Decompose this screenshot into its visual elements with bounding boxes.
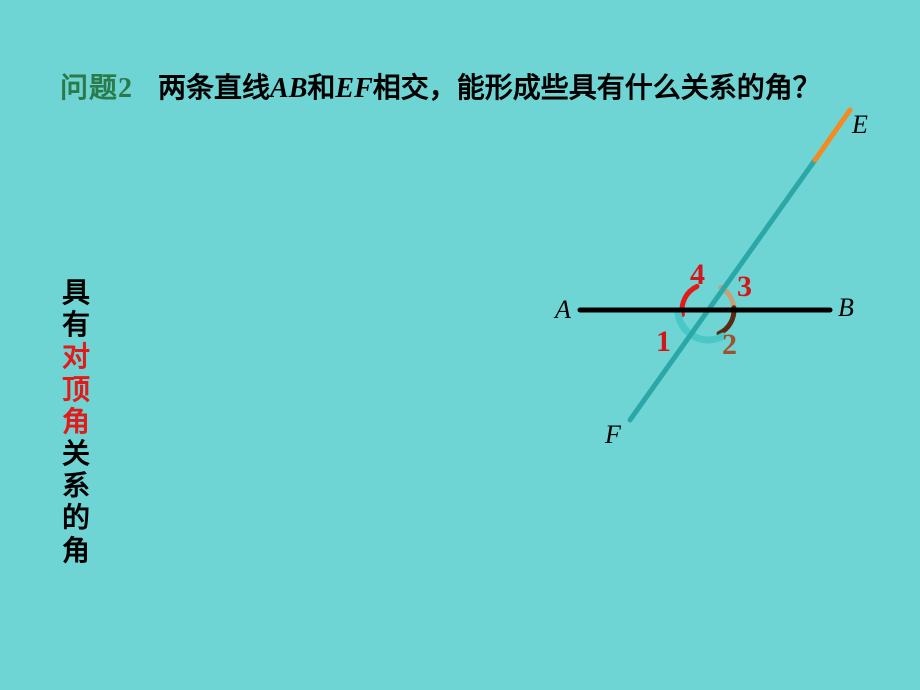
t3: 相交，能形成些具有什么关系的角？ (373, 73, 821, 104)
angle-label: 4 (690, 258, 705, 292)
vtext-char: 关 (62, 439, 90, 471)
point-label: B (838, 293, 854, 323)
vtext-char: 角 (62, 536, 90, 568)
vtext-char: 角 (62, 407, 90, 439)
point-label: A (555, 295, 571, 325)
vtext-char: 对 (62, 342, 90, 374)
diagram-svg (540, 110, 900, 450)
question-text: 两条直线AB和EF相交，能形成些具有什么关系的角？ (158, 73, 821, 104)
title-row: 问题2 两条直线AB和EF相交，能形成些具有什么关系的角？ (60, 66, 821, 106)
lbl-EF: EF (335, 73, 372, 104)
lbl-AB: AB (270, 73, 307, 104)
question-label: 问题2 (60, 73, 133, 104)
slide: 问题2 两条直线AB和EF相交，能形成些具有什么关系的角？ 具有对顶角关系的角 … (0, 0, 920, 690)
angle-label: 3 (737, 270, 752, 304)
vtext-char: 顶 (62, 375, 90, 407)
point-label: E (852, 110, 868, 140)
t2: 和 (307, 73, 335, 104)
point-label: F (605, 420, 621, 450)
angle-label: 2 (722, 328, 737, 362)
vtext-char: 有 (62, 310, 90, 342)
angle-label: 1 (656, 325, 671, 359)
vtext-char: 具 (62, 278, 90, 310)
t1: 两条直线 (158, 73, 270, 104)
vertical-text: 具有对顶角关系的角 (62, 278, 90, 568)
vtext-char: 的 (62, 503, 90, 535)
vtext-char: 系 (62, 471, 90, 503)
diagram: A B E F 1 234 (540, 110, 900, 450)
